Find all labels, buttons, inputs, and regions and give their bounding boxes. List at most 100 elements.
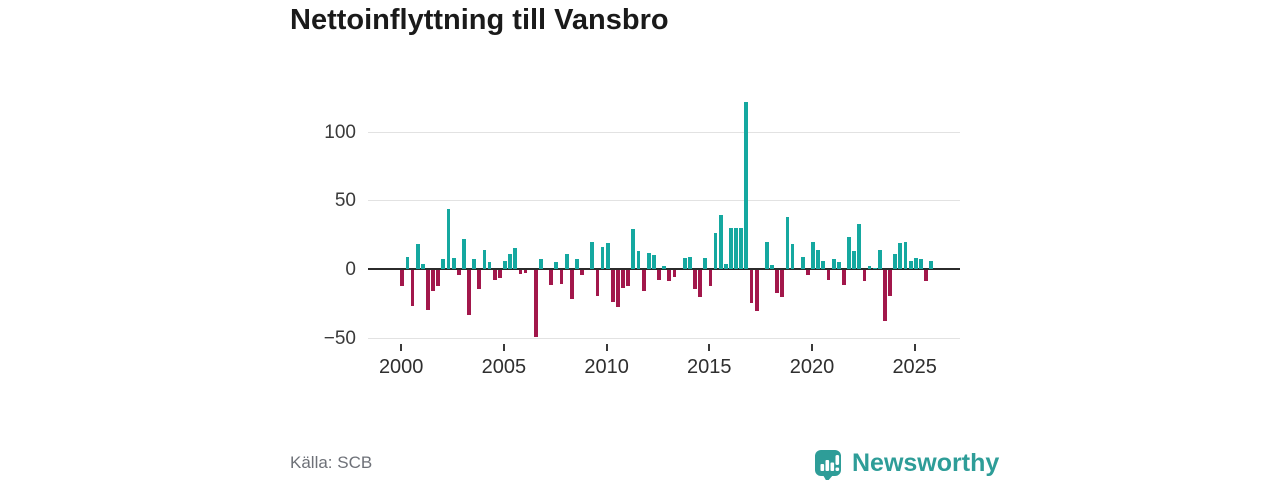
bar-2005Q1	[503, 260, 507, 269]
bar-2025Q4	[929, 260, 934, 269]
bar-2003Q1	[462, 238, 466, 269]
bar-2017Q4	[764, 241, 769, 269]
bar-2011Q3	[636, 251, 641, 269]
bar-2023Q4	[888, 270, 893, 297]
newsworthy-wordmark: Newsworthy	[852, 449, 1000, 477]
bar-2010Q1	[605, 242, 610, 269]
bar-2024Q4	[908, 260, 913, 269]
x-axis-tick-label: 2005	[481, 356, 527, 378]
bar-2012Q1	[646, 252, 651, 269]
bar-2022Q3	[862, 270, 867, 281]
bar-2009Q4	[600, 247, 605, 269]
bar-2001Q1	[420, 263, 425, 269]
bar-2010Q4	[621, 270, 625, 288]
bar-2016Q3	[739, 227, 744, 269]
bar-2003Q2	[467, 270, 471, 316]
newsworthy-logo: Newsworthy	[814, 448, 999, 480]
bar-2013Q4	[682, 258, 687, 269]
zero-baseline	[368, 268, 960, 270]
bar-2023Q2	[877, 249, 882, 269]
bar-2004Q1	[482, 249, 487, 269]
bar-2002Q2	[446, 208, 451, 269]
bar-2021Q4	[847, 237, 851, 269]
bar-2014Q3	[698, 270, 703, 298]
bar-2015Q2	[713, 233, 718, 269]
bar-2000Q2	[405, 256, 410, 269]
bar-2022Q4	[867, 266, 872, 269]
bar-2001Q3	[431, 270, 435, 291]
bar-2022Q1	[852, 251, 857, 269]
bar-2008Q1	[564, 253, 569, 269]
bar-2011Q1	[626, 270, 631, 287]
y-axis-tick-label: 50	[334, 190, 356, 212]
bar-2016Q4	[744, 101, 749, 269]
bar-2003Q3	[472, 259, 477, 269]
bar-2009Q2	[590, 241, 595, 269]
bar-2018Q2	[775, 270, 780, 294]
bar-2012Q2	[652, 255, 656, 269]
bar-2016Q2	[734, 227, 738, 269]
bar-2021Q2	[836, 262, 841, 269]
x-axis-tick	[400, 344, 403, 351]
bar-2020Q3	[821, 260, 826, 269]
bar-2007Q4	[559, 270, 564, 284]
bar-2021Q1	[831, 259, 836, 269]
bar-2018Q1	[770, 264, 774, 269]
bar-2014Q1	[687, 256, 692, 269]
x-axis-tick-label: 2010	[584, 356, 629, 378]
bar-2012Q4	[662, 266, 667, 269]
bar-2017Q1	[749, 270, 754, 303]
bar-2000Q4	[415, 244, 420, 269]
bar-2001Q2	[426, 270, 430, 310]
bar-2008Q2	[569, 270, 574, 299]
gridline	[368, 337, 960, 339]
bar-2008Q3	[574, 259, 579, 269]
x-axis-tick	[811, 344, 813, 351]
bar-2014Q2	[693, 270, 697, 290]
bar-2002Q3	[451, 258, 456, 269]
bar-2025Q2	[919, 259, 923, 269]
bar-2025Q1	[913, 258, 918, 269]
source-caption: Källa: SCB	[290, 453, 373, 472]
bar-2022Q2	[857, 223, 862, 269]
bar-2020Q4	[826, 270, 831, 280]
gridline	[368, 131, 960, 133]
x-axis-tick-label: 2015	[687, 356, 732, 378]
bar-2005Q2	[508, 253, 513, 269]
bar-2001Q4	[436, 270, 441, 287]
bar-2025Q3	[924, 270, 928, 281]
bar-2000Q1	[400, 270, 405, 287]
bar-2004Q4	[497, 270, 502, 279]
bar-2020Q1	[811, 241, 815, 269]
bar-2006Q1	[523, 270, 528, 273]
bar-2015Q1	[708, 270, 713, 287]
bar-2000Q3	[410, 270, 415, 306]
bar-2019Q4	[806, 270, 810, 276]
bar-2004Q3	[492, 270, 497, 280]
bar-2017Q2	[754, 270, 759, 312]
bar-2024Q2	[898, 242, 903, 269]
bar-2003Q4	[477, 270, 482, 290]
bar-2023Q3	[883, 270, 887, 321]
bar-2019Q1	[790, 244, 795, 269]
bar-2005Q4	[518, 270, 523, 275]
bar-2016Q1	[729, 227, 733, 269]
gridline	[368, 200, 960, 202]
bar-2010Q2	[610, 270, 615, 302]
bar-2004Q2	[487, 262, 492, 269]
chart-title: Nettoinflyttning till Vansbro	[290, 4, 669, 36]
bar-2018Q4	[785, 216, 790, 269]
bar-2011Q4	[641, 270, 646, 291]
bar-2007Q3	[554, 262, 559, 269]
bar-2008Q4	[580, 270, 584, 276]
bar-2009Q3	[595, 270, 600, 297]
bar-2012Q3	[657, 270, 661, 280]
bar-2018Q3	[780, 270, 785, 298]
bar-2023Q1	[872, 267, 877, 269]
newsworthy-logo-icon	[815, 450, 841, 480]
bar-2014Q4	[703, 258, 708, 269]
y-axis-tick-label: 0	[345, 259, 356, 280]
x-axis-tick	[708, 344, 711, 351]
x-axis-tick-label: 2025	[892, 356, 937, 378]
